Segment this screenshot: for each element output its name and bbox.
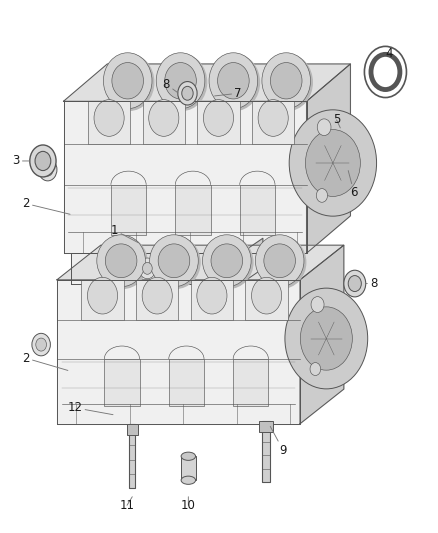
Bar bbox=[142, 101, 185, 144]
Bar bbox=[245, 280, 288, 320]
Ellipse shape bbox=[152, 237, 200, 288]
Circle shape bbox=[311, 297, 324, 312]
Circle shape bbox=[39, 158, 57, 181]
Circle shape bbox=[285, 288, 368, 389]
Ellipse shape bbox=[165, 62, 196, 99]
Bar bbox=[252, 101, 294, 144]
Polygon shape bbox=[71, 253, 241, 284]
Ellipse shape bbox=[181, 476, 195, 484]
Ellipse shape bbox=[209, 53, 258, 109]
Polygon shape bbox=[64, 101, 307, 253]
Circle shape bbox=[197, 277, 227, 314]
Bar bbox=[111, 185, 146, 235]
Ellipse shape bbox=[99, 237, 147, 288]
Text: 7: 7 bbox=[215, 87, 242, 100]
Text: 8: 8 bbox=[162, 78, 178, 93]
Circle shape bbox=[142, 262, 152, 274]
Circle shape bbox=[139, 258, 156, 279]
Bar bbox=[197, 101, 240, 144]
Circle shape bbox=[310, 362, 321, 376]
Text: 9: 9 bbox=[270, 426, 287, 457]
Ellipse shape bbox=[103, 53, 152, 109]
Ellipse shape bbox=[264, 54, 312, 110]
Circle shape bbox=[35, 151, 51, 171]
Polygon shape bbox=[300, 245, 344, 424]
Ellipse shape bbox=[270, 62, 302, 99]
Polygon shape bbox=[64, 64, 350, 101]
Ellipse shape bbox=[181, 452, 195, 461]
Circle shape bbox=[251, 277, 282, 314]
Text: 2: 2 bbox=[22, 197, 70, 214]
Bar bbox=[129, 424, 135, 488]
Circle shape bbox=[316, 189, 328, 203]
Bar bbox=[233, 359, 268, 407]
Circle shape bbox=[94, 100, 124, 136]
Circle shape bbox=[305, 130, 360, 197]
Bar bbox=[259, 421, 273, 432]
Bar bbox=[169, 359, 204, 407]
Ellipse shape bbox=[257, 237, 306, 288]
Text: 12: 12 bbox=[67, 401, 113, 415]
Text: 6: 6 bbox=[348, 171, 358, 199]
Ellipse shape bbox=[255, 235, 304, 287]
Bar bbox=[191, 280, 233, 320]
Bar bbox=[240, 185, 275, 235]
Circle shape bbox=[36, 338, 46, 351]
Circle shape bbox=[42, 163, 53, 176]
Bar bbox=[136, 280, 179, 320]
Bar bbox=[181, 456, 195, 480]
Polygon shape bbox=[241, 238, 263, 284]
Text: 5: 5 bbox=[333, 114, 340, 128]
Circle shape bbox=[182, 86, 193, 100]
Text: 10: 10 bbox=[181, 497, 196, 512]
Circle shape bbox=[348, 276, 361, 292]
Polygon shape bbox=[307, 64, 350, 253]
Ellipse shape bbox=[211, 54, 259, 110]
Circle shape bbox=[317, 119, 331, 135]
Ellipse shape bbox=[105, 54, 154, 110]
Circle shape bbox=[178, 82, 197, 105]
Ellipse shape bbox=[211, 244, 243, 278]
Text: 3: 3 bbox=[12, 155, 30, 167]
Ellipse shape bbox=[202, 235, 251, 287]
Circle shape bbox=[289, 110, 377, 216]
Circle shape bbox=[300, 307, 352, 370]
Ellipse shape bbox=[156, 53, 205, 109]
Ellipse shape bbox=[158, 54, 207, 110]
Bar bbox=[88, 101, 131, 144]
Ellipse shape bbox=[218, 62, 249, 99]
Ellipse shape bbox=[105, 244, 137, 278]
Text: 4: 4 bbox=[385, 47, 393, 60]
Circle shape bbox=[30, 145, 56, 177]
Circle shape bbox=[203, 100, 233, 136]
Bar bbox=[81, 280, 124, 320]
Circle shape bbox=[142, 277, 172, 314]
Polygon shape bbox=[57, 245, 344, 280]
Bar bbox=[175, 185, 211, 235]
Circle shape bbox=[88, 277, 117, 314]
Text: 8: 8 bbox=[366, 277, 378, 290]
Bar bbox=[127, 424, 138, 435]
Bar bbox=[104, 359, 140, 407]
Ellipse shape bbox=[204, 237, 253, 288]
Ellipse shape bbox=[264, 244, 296, 278]
Circle shape bbox=[149, 100, 179, 136]
Text: 1: 1 bbox=[111, 224, 138, 243]
Bar bbox=[262, 421, 270, 482]
Text: 2: 2 bbox=[22, 352, 68, 370]
Circle shape bbox=[32, 333, 50, 356]
Ellipse shape bbox=[112, 62, 144, 99]
Ellipse shape bbox=[262, 53, 311, 109]
Ellipse shape bbox=[150, 235, 198, 287]
Circle shape bbox=[258, 100, 288, 136]
Ellipse shape bbox=[158, 244, 190, 278]
Text: 11: 11 bbox=[120, 497, 134, 512]
Polygon shape bbox=[57, 280, 300, 424]
Circle shape bbox=[344, 270, 366, 297]
Ellipse shape bbox=[97, 235, 145, 287]
